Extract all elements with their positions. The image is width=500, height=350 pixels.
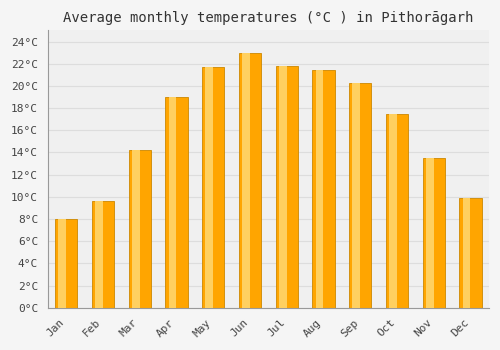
Bar bbox=[58, 219, 66, 308]
Bar bbox=[168, 97, 176, 308]
Bar bbox=[422, 158, 445, 308]
Bar bbox=[386, 114, 408, 308]
Bar bbox=[389, 114, 397, 308]
Bar bbox=[202, 67, 224, 308]
Bar bbox=[312, 70, 334, 308]
Bar bbox=[316, 70, 324, 308]
Bar bbox=[276, 66, 298, 308]
Bar bbox=[239, 52, 261, 308]
Bar bbox=[166, 97, 188, 308]
Bar bbox=[242, 52, 250, 308]
Title: Average monthly temperatures (°C ) in Pithorāgarh: Average monthly temperatures (°C ) in Pi… bbox=[63, 11, 474, 25]
Bar bbox=[426, 158, 434, 308]
Bar bbox=[95, 201, 103, 308]
Bar bbox=[352, 83, 360, 308]
Bar bbox=[206, 67, 213, 308]
Bar bbox=[279, 66, 286, 308]
Bar bbox=[462, 198, 470, 308]
Bar bbox=[132, 150, 140, 308]
Bar bbox=[92, 201, 114, 308]
Bar bbox=[55, 219, 77, 308]
Bar bbox=[349, 83, 372, 308]
Bar bbox=[128, 150, 150, 308]
Bar bbox=[460, 198, 481, 308]
